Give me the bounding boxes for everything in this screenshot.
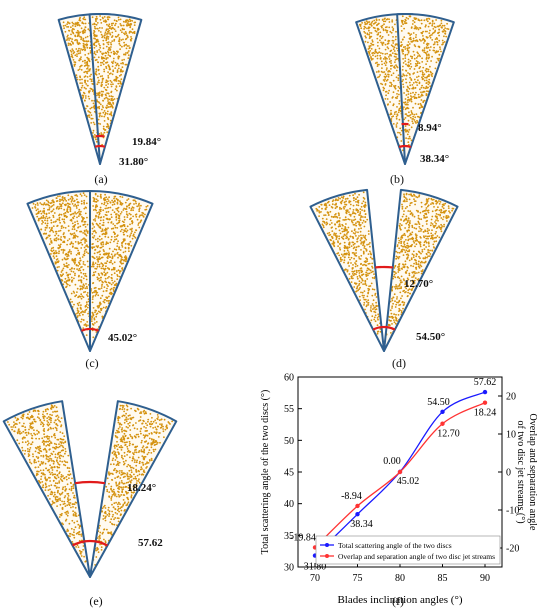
angle-label-d-overlap: 12.70° (404, 278, 434, 290)
data-label-0: 38.34 (350, 519, 373, 530)
y-left-tick-label: 30 (284, 563, 294, 574)
data-point-1 (440, 421, 445, 426)
fan-right-a (88, 13, 143, 165)
data-label-1: 0.00 (383, 456, 401, 467)
data-label-1: -19.84 (290, 532, 316, 543)
panel-a (40, 8, 160, 168)
fan-left-d (309, 188, 385, 352)
legend-box (315, 535, 501, 565)
x-tick-label: 80 (395, 573, 405, 584)
data-label-0: 31.80 (304, 562, 327, 573)
y-right-tick-label: 0 (506, 468, 511, 479)
fan-left-e-outline (2, 400, 91, 578)
arc-total-b (398, 144, 412, 149)
data-point-1 (482, 400, 488, 405)
legend-entry: Total scattering angle of the two discs (338, 541, 452, 550)
panel-d (294, 186, 504, 356)
caption-a: (a) (94, 172, 108, 186)
data-label-1: -8.94 (341, 491, 362, 502)
fan-diagram-b (355, 13, 455, 165)
panel-c (2, 186, 182, 356)
caption-f: (f) (392, 594, 404, 608)
y-left-tick-label: 60 (284, 373, 294, 384)
angle-label-e-overlap: 18.24° (127, 482, 157, 494)
fan-left-e (2, 400, 91, 578)
data-point-0 (440, 409, 445, 415)
y-right-axis-label: Overlap and separation angleof two disc … (515, 414, 538, 531)
y-right-tick-label: 20 (506, 392, 516, 403)
fan-diagram-c (26, 190, 154, 352)
fan-diagram-e (2, 400, 178, 578)
angle-label-a-total: 31.80° (119, 156, 149, 168)
fan-right-d-outline (383, 188, 459, 352)
data-label-0: 57.62 (474, 377, 497, 388)
y-right-tick-label: 10 (506, 430, 516, 441)
fan-left-c (26, 190, 91, 352)
fan-right-e-outline (89, 400, 178, 578)
arc-total-e (72, 539, 108, 547)
y-left-tick-label: 45 (284, 468, 294, 479)
legend-entry: Overlap and separation angle of two disc… (338, 552, 495, 561)
data-label-0: 54.50 (427, 397, 450, 408)
x-tick-label: 75 (353, 573, 363, 584)
fan-right-b (396, 13, 455, 165)
caption-c: (c) (85, 356, 99, 370)
caption-d: (d) (392, 356, 406, 370)
arc-total-d (372, 325, 396, 331)
arc-total-a (94, 144, 106, 148)
y-right-tick-label: -10 (506, 506, 519, 517)
data-label-0: 45.02 (397, 476, 420, 487)
y-left-axis-label: Total scattering angle of the two discs … (260, 390, 271, 555)
arc-gap-e (74, 480, 106, 485)
fan-left-d-outline (309, 188, 385, 352)
fan-right-c (89, 190, 154, 352)
angle-label-a-overlap: 19.84° (132, 136, 162, 148)
y-left-tick-label: 55 (284, 404, 294, 415)
legend: Total scattering angle of the two discs O… (315, 535, 501, 565)
fan-diagram-a (57, 13, 143, 165)
y-right-tick-label: -20 (506, 544, 519, 555)
fan-right-e (89, 400, 178, 578)
angle-label-b-overlap: 8.94° (418, 122, 442, 134)
x-tick-label: 70 (310, 573, 320, 584)
fan-right-d (383, 188, 459, 352)
x-tick-label: 85 (438, 573, 448, 584)
data-point-1 (397, 469, 403, 475)
angle-label-c-total: 45.02° (108, 332, 138, 344)
y-left-tick-label: 50 (284, 436, 294, 447)
caption-e: (e) (89, 594, 103, 608)
data-point-0 (355, 511, 360, 517)
angle-label-e-total: 57.62 (138, 537, 163, 549)
x-tick-label: 90 (480, 573, 490, 584)
data-label-1: 18.24 (474, 408, 497, 419)
data-label-1: 12.70 (437, 429, 460, 440)
y-left-tick-label: 40 (284, 499, 294, 510)
legend-swatch-dot (325, 543, 329, 547)
chart-axes: 70 75 80 85 90 30 35 40 45 50 55 60 -20 -10 0 10 20 Blade… (260, 373, 538, 607)
data-point-0 (482, 389, 488, 395)
x-axis-label: Blades inclination angles (°) (337, 594, 462, 606)
arc-total-c (80, 327, 100, 332)
y-left-tick-label: 35 (284, 531, 294, 542)
legend-swatch-dot (325, 554, 329, 558)
line-chart-f: 70 75 80 85 90 30 35 40 45 50 55 60 -20 -10 0 10 20 Blade… (260, 373, 538, 607)
angle-label-b-total: 38.34° (420, 153, 450, 165)
fan-right-a-outline (88, 13, 143, 165)
data-point-1 (355, 503, 360, 509)
fan-right-c-outline (89, 190, 154, 352)
fan-diagram-d (309, 188, 459, 352)
angle-label-d-total: 54.50° (416, 331, 446, 343)
panel-e (2, 392, 202, 582)
caption-b: (b) (390, 172, 404, 186)
panel-b (345, 8, 465, 168)
fan-right-b-outline (396, 13, 455, 165)
